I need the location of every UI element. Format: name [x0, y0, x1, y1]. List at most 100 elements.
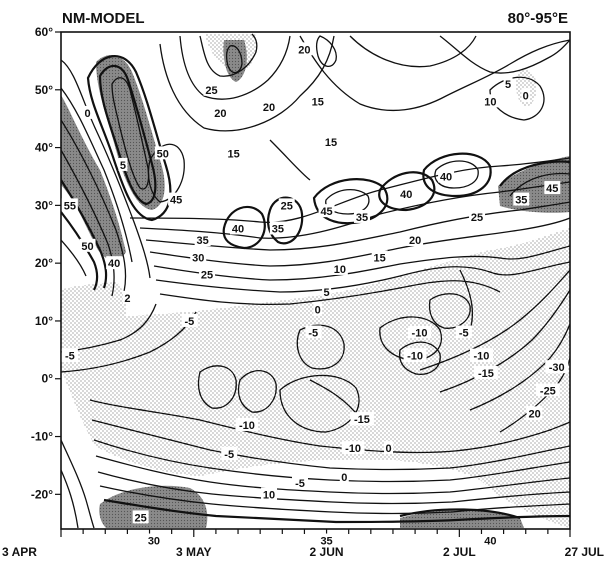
contour-label-bg	[469, 209, 486, 223]
contour-label: 20	[214, 108, 226, 120]
y-tick-label: -10°	[31, 430, 53, 444]
contour-label-bg	[313, 302, 323, 316]
x-tick-label: 3 APR	[2, 545, 37, 559]
contour-label: 45	[170, 195, 182, 207]
contour-label-bg	[403, 348, 427, 362]
contour-label-bg	[212, 105, 229, 119]
contour-label: 10	[263, 489, 275, 501]
contour-label: 20	[263, 102, 275, 114]
contour-label-bg	[199, 267, 216, 281]
contour-label-bg	[118, 157, 128, 171]
contour-label-bg	[455, 325, 472, 339]
contour-label: 35	[515, 195, 527, 207]
contour-label: 45	[546, 183, 558, 195]
y-axis: 60° 50° 40° 30° 20° 10° 0° -10° -20°	[31, 25, 61, 501]
contour-label-bg	[536, 383, 560, 397]
contour-label: 40	[400, 189, 412, 201]
contour-label-bg	[398, 186, 415, 200]
easterly-region-tropics	[61, 228, 570, 528]
contour-label: 25	[281, 200, 293, 212]
contour-label-bg	[341, 441, 365, 455]
contour-label: -5	[295, 478, 305, 490]
contour-label-bg	[469, 348, 493, 362]
contour-label: -10	[345, 443, 361, 455]
y-tick-label: 40°	[35, 141, 53, 155]
contour-label: 0	[385, 443, 391, 455]
contour-label-bg	[132, 510, 149, 524]
contour-label: 0	[523, 91, 529, 103]
contour-label-bg	[190, 250, 207, 264]
contour-label: -5	[184, 316, 194, 328]
contour-label: -10	[239, 420, 255, 432]
contour-label-bg	[230, 221, 247, 235]
contour-label-bg	[261, 487, 278, 501]
contour-label: 0	[315, 304, 321, 316]
contour-label-bg	[61, 348, 78, 362]
contour-label: 45	[320, 206, 332, 218]
contour-label: 25	[201, 270, 213, 282]
contour-label: 2	[124, 293, 130, 305]
contour-label: 0	[84, 108, 90, 120]
contour-label: 10	[484, 96, 496, 108]
contour-label-bg	[261, 100, 278, 114]
contour-label: -30	[549, 362, 565, 374]
contour-label-bg	[296, 42, 313, 56]
contour-label: 25	[135, 512, 147, 524]
chart-title-right: 80°-95°E	[508, 10, 568, 27]
contour-label: 25	[471, 212, 483, 224]
y-tick-label: 10°	[35, 314, 53, 328]
contour-label: 15	[227, 148, 239, 160]
contour-label: 20	[528, 408, 540, 420]
contour-label-bg	[503, 77, 513, 91]
contour-label: -25	[540, 385, 556, 397]
contour-label: -5	[308, 328, 318, 340]
contour-label: 25	[205, 85, 217, 97]
contour-label: 15	[312, 96, 324, 108]
contour-label-bg	[339, 469, 349, 483]
plot-frame	[60, 31, 571, 530]
contour-label-bg	[154, 146, 171, 160]
contour-label-bg	[513, 192, 530, 206]
chart-title-left: NM-MODEL	[62, 10, 145, 27]
contour-label-bg	[482, 533, 499, 547]
y-tick-label: 20°	[35, 256, 53, 270]
contour-label: -15	[354, 414, 370, 426]
contour-label-bg	[331, 261, 348, 275]
contour-label-bg	[545, 360, 569, 374]
contour-label-bg	[106, 256, 123, 270]
contour-label: -10	[412, 328, 428, 340]
contour-label: 30	[148, 536, 160, 548]
contour-label-bg	[168, 192, 185, 206]
contour-label-bg	[278, 198, 295, 212]
contour-label-bg	[544, 181, 561, 195]
contour-label-bg	[408, 325, 432, 339]
contour-label-bg	[309, 94, 326, 108]
contour-label-bg	[353, 209, 370, 223]
contour-label-bg	[521, 88, 531, 102]
contour-label-bg	[181, 313, 198, 327]
contour-label-bg	[322, 285, 332, 299]
contour-label: 20	[298, 44, 310, 56]
contour-label: 20	[409, 235, 421, 247]
contour-label: 40	[484, 536, 496, 548]
contour-label: 50	[157, 148, 169, 160]
contour-label-bg	[526, 406, 543, 420]
contour-label-bg	[194, 233, 211, 247]
contour-label: 30	[192, 252, 204, 264]
contour-label: -5	[65, 351, 75, 363]
x-tick-label: 3 MAY	[176, 545, 212, 559]
contour-label: 15	[325, 137, 337, 149]
contour-label: -5	[459, 328, 469, 340]
contour-label: 0	[341, 472, 347, 484]
jet-core-north-may	[223, 40, 247, 82]
contour-label-bg	[305, 325, 322, 339]
contour-label-bg	[269, 221, 286, 235]
contour-label: 40	[232, 223, 244, 235]
contour-label-bg	[235, 417, 259, 431]
contour-label: -15	[478, 368, 494, 380]
contour-label: 35	[197, 235, 209, 247]
contour-label-bg	[221, 446, 238, 460]
contour-label-bg	[145, 533, 162, 547]
